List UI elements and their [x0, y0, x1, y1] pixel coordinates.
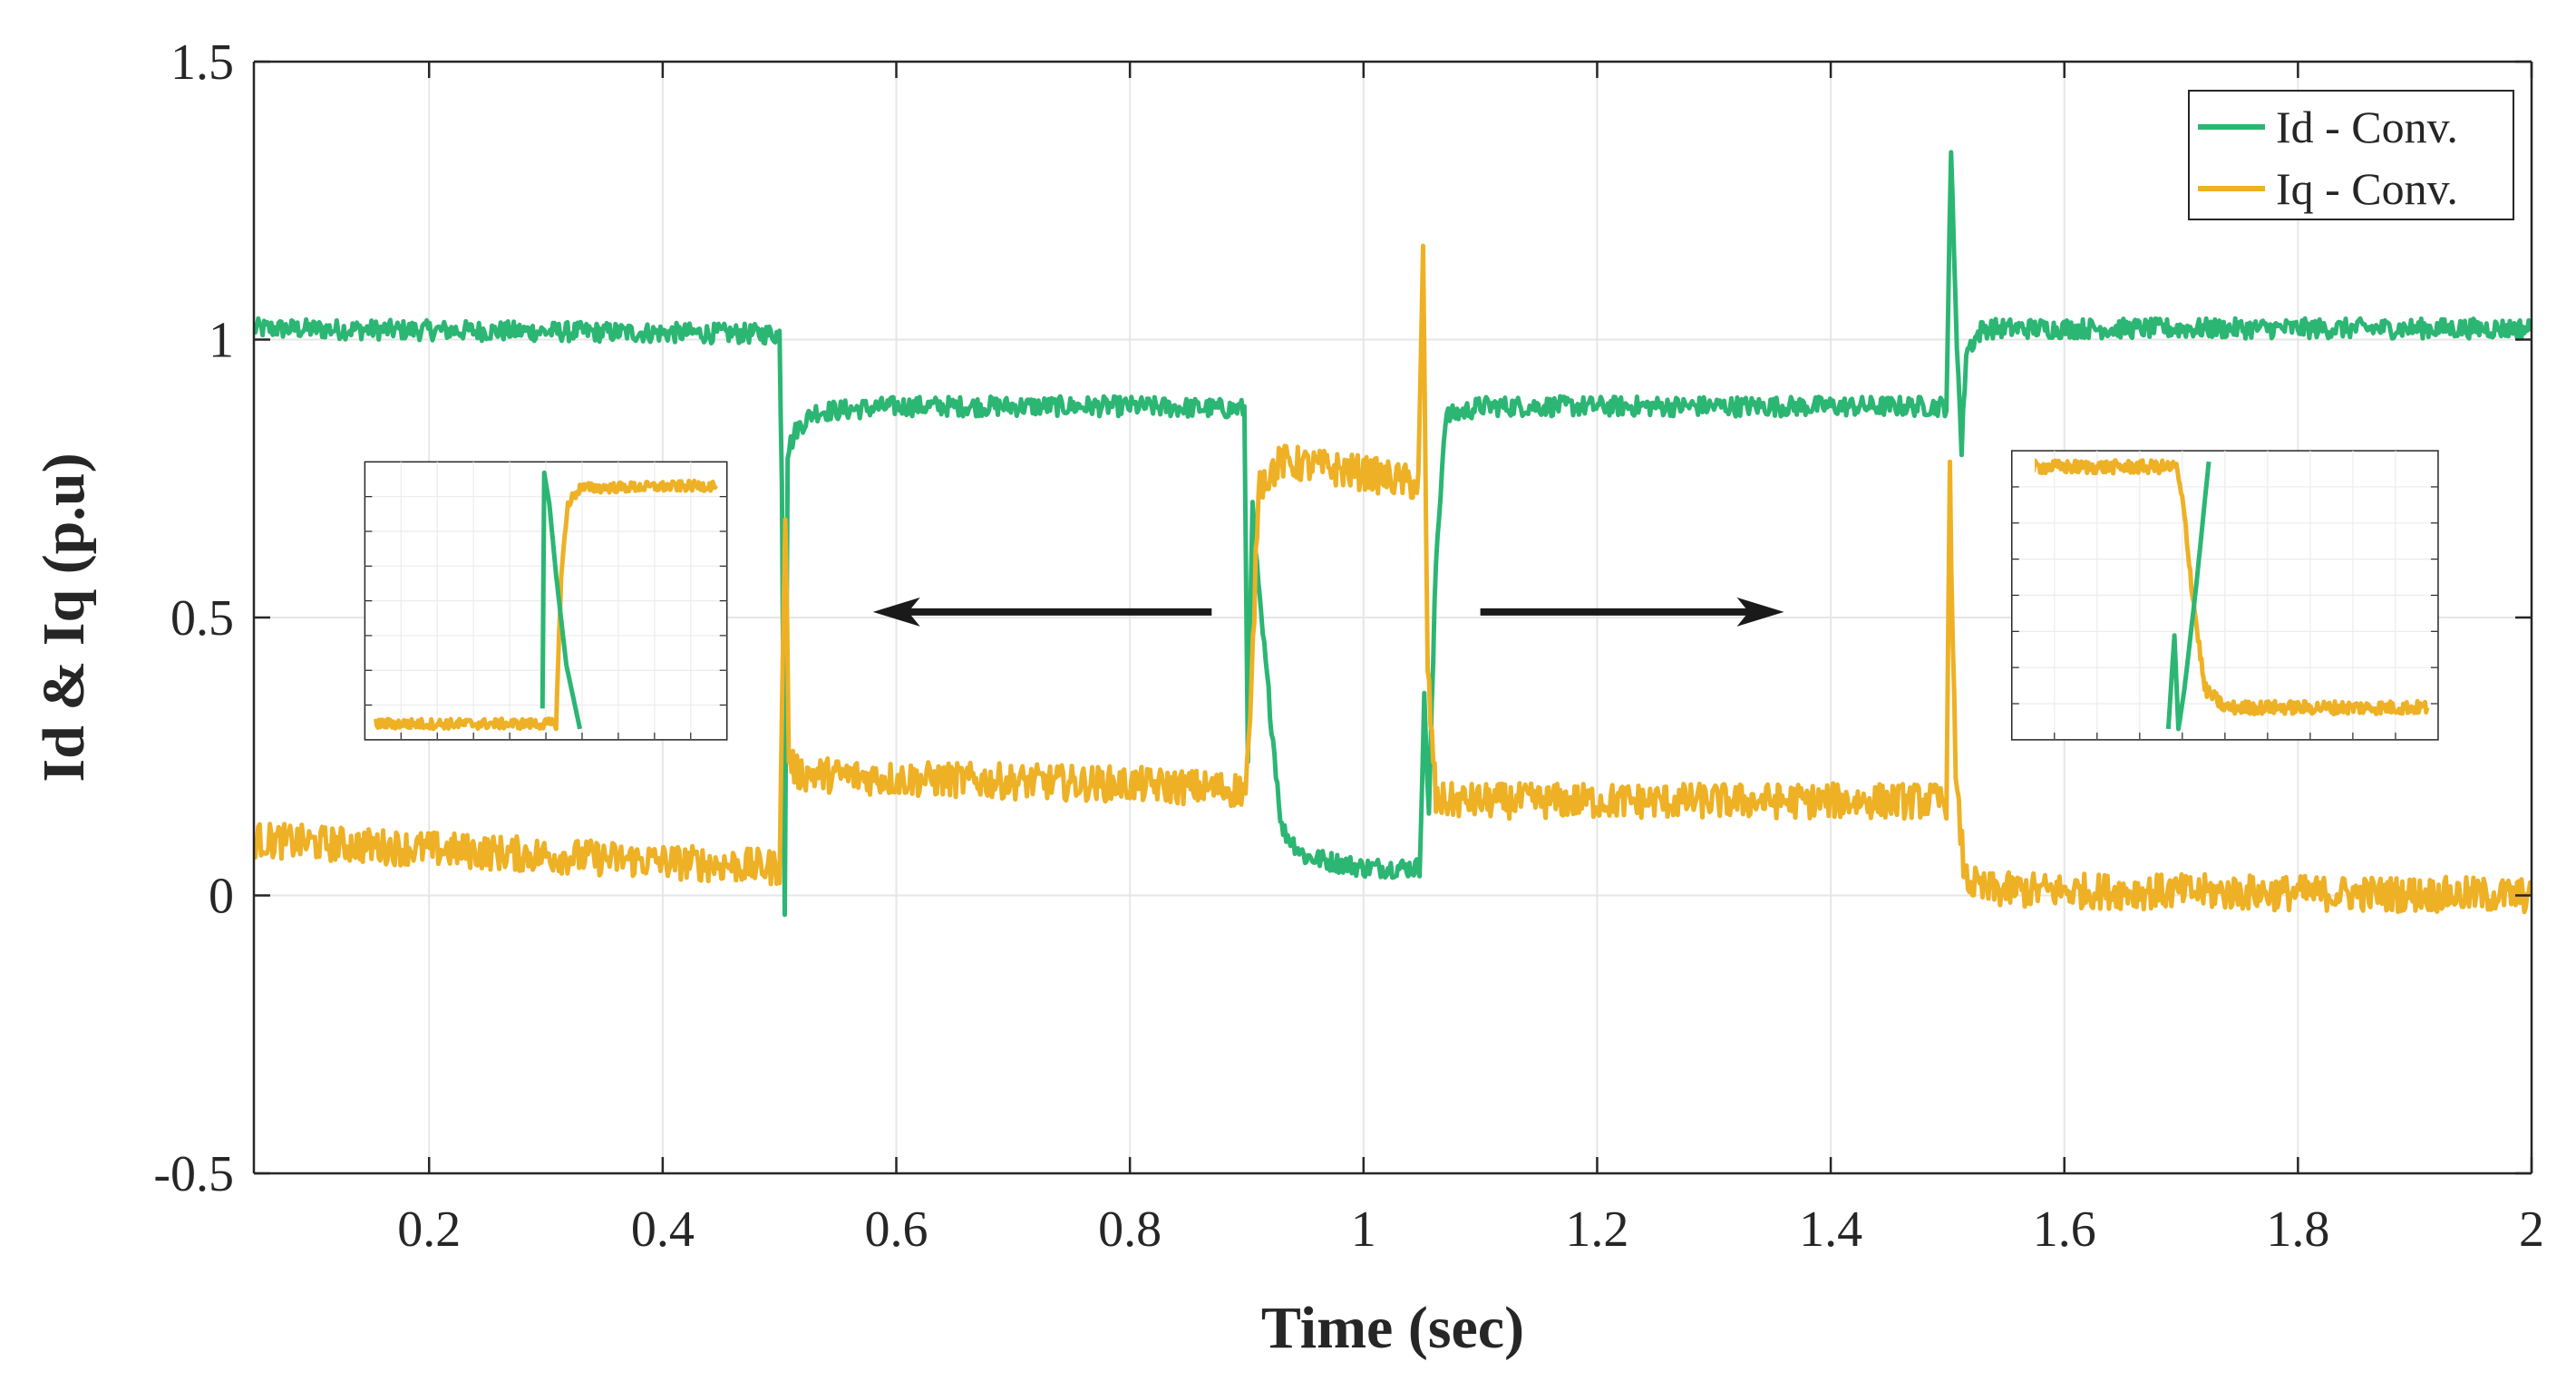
- x-tick-label: 1.8: [2266, 1201, 2329, 1258]
- y-axis-title: Id & Iq (p.u): [31, 452, 97, 782]
- inset-line-iq: [2035, 458, 2430, 717]
- legend: Id - Conv. Iq - Conv.: [2188, 90, 2514, 220]
- arrow-head: [1736, 597, 1784, 627]
- legend-box: [2188, 90, 2514, 220]
- y-tick-label: 0.5: [170, 590, 234, 647]
- y-tick-label: 1.5: [170, 34, 234, 91]
- inset-line-iq: [373, 478, 718, 732]
- series-layer: [254, 150, 2532, 918]
- x-tick-label: 1: [1351, 1201, 1376, 1258]
- series-line-id: [254, 150, 2532, 918]
- y-tick-label: -0.5: [153, 1146, 234, 1202]
- x-tick-label: 1.4: [1799, 1201, 1862, 1258]
- x-tick-label: 0.8: [1098, 1201, 1162, 1258]
- y-tick-label: 1: [209, 313, 234, 369]
- annotations: [872, 597, 1784, 627]
- arrow-right: [1480, 597, 1784, 627]
- x-tick-label: 0.2: [397, 1201, 461, 1258]
- x-axis-title: Time (sec): [1261, 1295, 1524, 1361]
- x-tick-label: 0.6: [865, 1201, 928, 1258]
- inset-1: [364, 461, 728, 741]
- x-tick-label: 1.2: [1565, 1201, 1628, 1258]
- x-tick-label: 2: [2519, 1201, 2544, 1258]
- inset-series: [373, 470, 718, 732]
- arrow-left: [872, 597, 1212, 627]
- insets: [364, 450, 2439, 741]
- axes: 0.2 0.4 0.6 0.8 1 1.2 1.4 1.6 1.8 2 -0.5 0 0.5 1 1.5: [153, 34, 2544, 1258]
- series-line-iq: [254, 243, 2532, 915]
- inset-2: [2010, 450, 2439, 741]
- legend-label-iq: Iq - Conv.: [2276, 163, 2458, 214]
- inset-line-id: [2165, 461, 2211, 732]
- inset-line-id: [540, 470, 583, 730]
- x-tick-label: 0.4: [631, 1201, 695, 1258]
- inset-series: [2035, 458, 2430, 732]
- x-tick-label: 1.6: [2033, 1201, 2096, 1258]
- y-tick-label: 0: [209, 869, 234, 925]
- legend-label-id: Id - Conv.: [2276, 102, 2458, 152]
- arrow-head: [872, 597, 920, 627]
